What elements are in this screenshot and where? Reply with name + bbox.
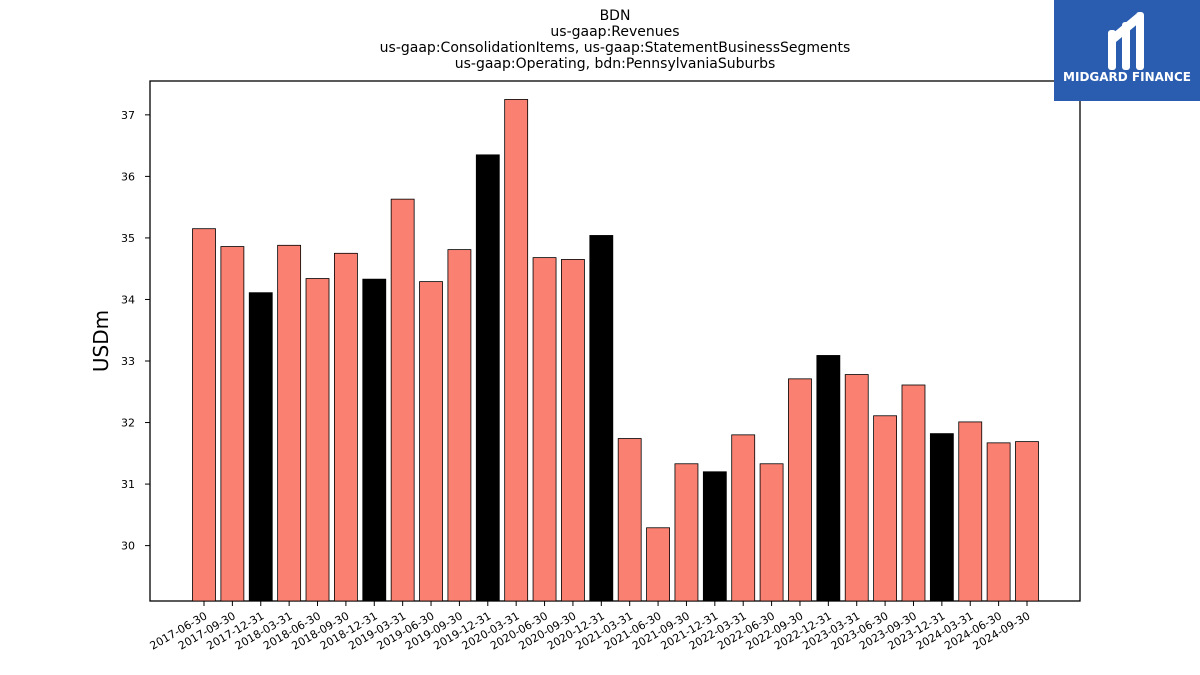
y-tick-label: 35 <box>121 232 135 245</box>
bar-2023-06-30 <box>873 415 898 602</box>
chart-title-line: us-gaap:Revenues <box>550 24 679 40</box>
y-tick-label: 33 <box>121 355 135 368</box>
y-tick-label: 37 <box>121 109 135 122</box>
bar-2021-09-30 <box>674 463 699 602</box>
bar-2019-03-31 <box>390 198 415 602</box>
y-tick-label: 36 <box>121 170 135 183</box>
bar-2024-03-31 <box>958 421 983 602</box>
chart-title-line: BDN <box>600 8 631 24</box>
plot-frame <box>149 80 1081 602</box>
bar-2022-06-30 <box>759 463 784 602</box>
y-tick-label: 30 <box>121 540 135 553</box>
bar-2018-09-30 <box>333 252 358 602</box>
y-axis-label: USDm <box>89 310 113 372</box>
bar-2021-06-30 <box>646 527 670 602</box>
x-axis: 2017-06-302017-09-302017-12-312018-03-31… <box>148 601 1033 653</box>
midgard-finance-logo: MIDGARD FINANCE <box>1054 0 1200 101</box>
logo-mark-icon <box>1108 12 1144 70</box>
bar-2021-12-31 <box>702 471 727 602</box>
bar-2018-03-31 <box>277 244 302 602</box>
y-tick-label: 32 <box>121 417 135 430</box>
bar-2019-12-31 <box>475 154 500 602</box>
bar-2017-09-30 <box>220 246 245 602</box>
chart-title-line: us-gaap:ConsolidationItems, us-gaap:Stat… <box>380 40 851 56</box>
bar-2020-06-30 <box>532 257 557 602</box>
bar-2018-06-30 <box>305 278 330 602</box>
bar-2020-03-31 <box>504 99 529 602</box>
bar-2024-09-30 <box>1015 441 1039 602</box>
bars <box>192 99 1039 602</box>
bar-2023-09-30 <box>901 384 926 602</box>
bar-2023-12-31 <box>929 433 954 602</box>
bar-2020-09-30 <box>561 259 585 602</box>
bar-2022-03-31 <box>731 434 756 602</box>
y-tick-label: 34 <box>121 293 135 306</box>
y-axis: 30 31 32 33 34 35 36 37 <box>121 109 150 553</box>
bar-2017-12-31 <box>248 292 273 602</box>
bar-2019-06-30 <box>419 281 443 602</box>
bar-2021-03-31 <box>617 438 642 602</box>
bar-2022-09-30 <box>788 378 812 602</box>
bar-2018-12-31 <box>362 278 387 602</box>
bar-2017-06-30 <box>192 228 216 602</box>
logo-text: MIDGARD FINANCE <box>1063 70 1191 84</box>
bar-2024-06-30 <box>986 442 1011 602</box>
chart-title-line: us-gaap:Operating, bdn:PennsylvaniaSubur… <box>455 56 776 72</box>
bar-2023-03-31 <box>844 374 869 602</box>
bar-2019-09-30 <box>447 249 472 602</box>
bar-2020-12-31 <box>589 235 614 602</box>
chart-title: BDNus-gaap:Revenuesus-gaap:Consolidation… <box>380 8 851 72</box>
bar-2022-12-31 <box>816 355 841 602</box>
y-tick-label: 31 <box>121 478 135 491</box>
